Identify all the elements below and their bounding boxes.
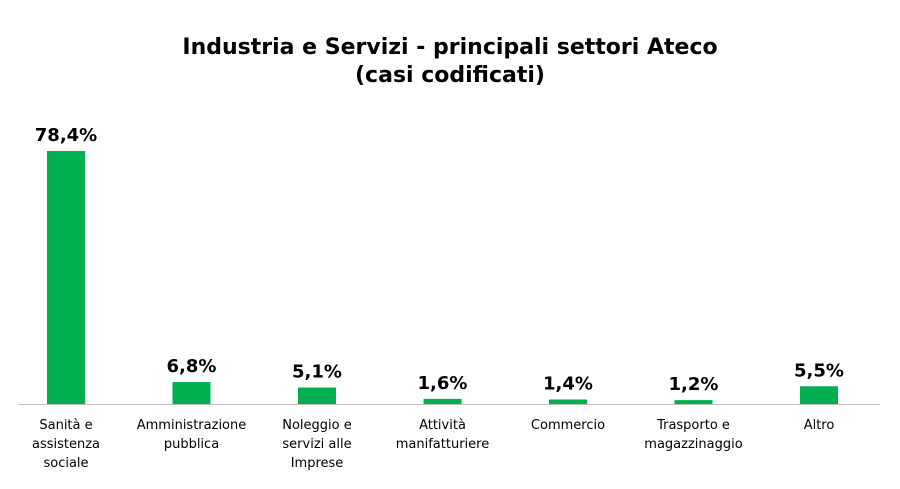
- bar-5: [674, 400, 713, 404]
- bar-6: [800, 386, 838, 404]
- data-label-4: 1,4%: [543, 373, 593, 394]
- category-label-4: Commercio: [531, 418, 605, 433]
- data-label-0: 78,4%: [35, 125, 97, 146]
- bar-2: [298, 387, 336, 404]
- category-label-3: Attività manifatturiere: [396, 418, 489, 452]
- bar-0: [47, 151, 85, 404]
- bar-3: [423, 398, 462, 404]
- data-label-2: 5,1%: [292, 362, 342, 383]
- chart-title: Industria e Servizi - principali settori…: [182, 35, 718, 60]
- category-label-1: Amministrazione pubblica: [137, 418, 247, 452]
- chart-title-block: Industria e Servizi - principali settori…: [0, 34, 900, 90]
- category-label-6: Altro: [804, 418, 835, 433]
- category-label-2: Noleggio e servizi alle Imprese: [282, 418, 352, 471]
- data-label-6: 5,5%: [794, 360, 844, 381]
- data-label-1: 6,8%: [167, 356, 217, 377]
- data-label-5: 1,2%: [669, 374, 719, 395]
- bar-4: [549, 399, 587, 404]
- chart-subtitle: (casi codificati): [355, 63, 545, 88]
- category-label-5: Trasporto e magazzinaggio: [644, 418, 742, 452]
- bar-1: [172, 382, 211, 404]
- category-label-0: Sanità e assistenza sociale: [32, 418, 100, 471]
- data-label-3: 1,6%: [418, 373, 468, 394]
